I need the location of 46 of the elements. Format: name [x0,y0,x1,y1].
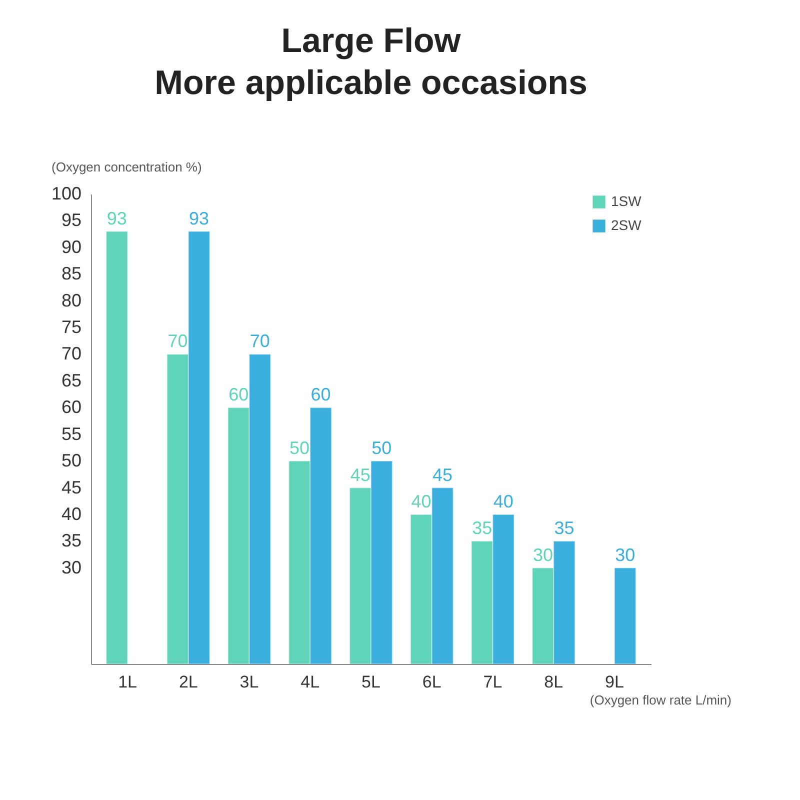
x-tick-label: 8L [544,672,564,692]
y-tick-label: 65 [61,370,82,390]
y-tick-label: 55 [61,424,82,444]
legend-label: 1SW [611,193,642,209]
data-label: 40 [493,491,514,512]
y-tick-label: 80 [61,290,82,310]
data-label: 93 [189,208,210,228]
y-tick-label: 95 [61,210,82,230]
data-label: 93 [106,208,127,228]
data-label: 50 [372,438,392,458]
y-tick-label: 70 [61,344,82,364]
data-label: 70 [250,331,270,352]
data-label: 45 [350,464,370,485]
x-axis-title: (Oxygen flow rate L/min) [590,692,732,708]
data-label: 35 [554,518,574,538]
y-tick-label: 100 [51,184,82,204]
data-label: 30 [615,544,636,565]
data-label: 45 [432,464,453,485]
y-tick-label: 50 [61,450,82,471]
data-label: 40 [411,491,432,512]
y-tick-label: 30 [61,557,82,578]
x-tick-label: 3L [240,672,259,692]
y-tick-label: 75 [61,317,82,338]
data-label: 50 [289,438,310,458]
x-tick-label: 6L [422,672,442,692]
y-tick-label: 40 [61,504,82,524]
x-tick-label: 9L [605,672,624,692]
x-tick-label: 2L [178,672,198,692]
data-label: 30 [532,544,553,565]
y-tick-label: 35 [61,530,82,551]
x-tick-label: 4L [300,672,320,692]
y-axis-title: (Oxygen concentration %) [52,160,202,174]
x-tick-label: 7L [483,672,502,692]
data-label: 35 [472,518,492,538]
legend-label: 2SW [611,217,642,233]
y-tick-label: 45 [61,477,82,498]
data-label: 70 [168,331,188,352]
data-label: 60 [310,384,331,405]
y-tick-label: 60 [61,397,82,418]
chart-title: Large Flow [281,22,462,60]
y-tick-label: 90 [61,236,82,257]
data-label: 60 [228,384,249,405]
chart-subtitle: More applicable occasions [154,64,588,102]
y-tick-label: 85 [61,264,82,284]
x-tick-label: 1L [118,672,137,692]
x-tick-label: 5L [362,672,380,692]
